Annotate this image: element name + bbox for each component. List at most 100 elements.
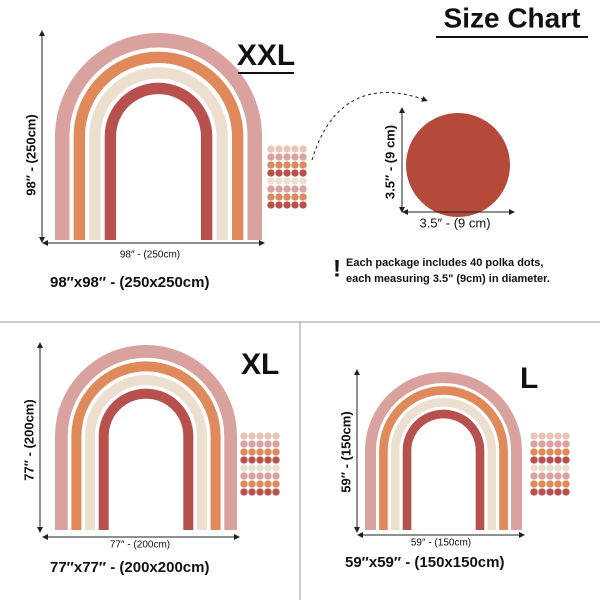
polka-dot-sample [240,448,248,456]
polka-dot-sample [562,464,570,472]
polka-dot-sample [299,177,307,185]
polka-dot-sample [538,472,546,480]
polka-dot-sample [562,480,570,488]
polka-dot-sample [546,448,554,456]
polka-dot-sample [267,145,275,153]
polka-dot-sample [538,456,546,464]
note-line: each measuring 3.5" (9cm) in diameter. [346,273,550,285]
polka-dot-sample [530,456,538,464]
polka-dot-sample [546,432,554,440]
polka-dot-sample [538,464,546,472]
polka-dot-sample [538,448,546,456]
polka-dot-sample [554,440,562,448]
polka-dot-sample [546,480,554,488]
artwork [55,32,570,530]
polka-dot-sample [283,185,291,193]
note-mark: ! [333,255,341,282]
polka-dot-sample [554,464,562,472]
polka-dot-sample [275,185,283,193]
polka-dot-sample [554,480,562,488]
polka-dot-sample [299,193,307,201]
polka-dot-sample [554,456,562,464]
polka-dot-sample [264,440,272,448]
polka-dot-sample [272,488,280,496]
dimensions: 77″x77″ - (200x200cm) [50,559,209,576]
polka-dot-sample [248,432,256,440]
polka-dot-sample [275,201,283,209]
polka-dot-sample [256,480,264,488]
polka-dot-sample [546,464,554,472]
polka-dot-sample [256,464,264,472]
polka-dot-sample [283,153,291,161]
polka-dot-sample [538,440,546,448]
polka-dot-sample [275,161,283,169]
polka-dot-sample [272,440,280,448]
polka-dot-sample [240,472,248,480]
polka-dot-sample [538,488,546,496]
polka-dot-sample [538,432,546,440]
polka-dot-sample [291,161,299,169]
polka-dot-sample [291,169,299,177]
width-label: 98″ - (250cm) [120,250,180,261]
polka-dot-sample [546,456,554,464]
polka-dot-sample [272,432,280,440]
polka-dot-sample [272,456,280,464]
polka-dot-sample [530,480,538,488]
height-label: 77″ - (200cm) [21,399,36,480]
polka-dot-sample [256,448,264,456]
polka-dot-sample [530,432,538,440]
polka-dot-sample [240,480,248,488]
polka-dot-sample [256,488,264,496]
polka-dot-sample [240,432,248,440]
polka-dot-sample [240,464,248,472]
dot-height-label: 3.5″ - (9 cm) [382,125,397,199]
height-label: 59″ - (150cm) [338,411,353,492]
polka-dot-sample [299,185,307,193]
polka-dot-sample [546,472,554,480]
polka-dot-sample [240,440,248,448]
polka-dot-sample [264,472,272,480]
polka-dot-sample [267,161,275,169]
polka-dot-sample [554,488,562,496]
polka-dot-sample [248,448,256,456]
rainbow-band [108,398,184,530]
polka-dot-sample [264,464,272,472]
polka-dot-sample [562,432,570,440]
polka-dot-sample [562,448,570,456]
polka-dot-sample [299,169,307,177]
polka-dot-sample [291,153,299,161]
rainbow-band [411,418,476,530]
polka-dot-sample [530,472,538,480]
polka-dot-sample [562,440,570,448]
polka-dot-sample [299,161,307,169]
polka-dot-sample [291,177,299,185]
polka-dot-sample [554,472,562,480]
note-line: Each package includes 40 polka dots, [346,257,543,269]
size-label: L [520,362,538,395]
polka-dot-sample [530,448,538,456]
width-label: 59″ - (150cm) [411,538,471,549]
polka-dot-sample [248,456,256,464]
polka-dot-sample [283,177,291,185]
polka-dot-sample [530,440,538,448]
polka-dot-sample [248,440,256,448]
polka-dot-sample [275,193,283,201]
polka-dot-sample [546,488,554,496]
polka-dot-sample [299,153,307,161]
polka-dot-sample [562,472,570,480]
polka-dot-sample [291,193,299,201]
polka-dot-sample [267,153,275,161]
polka-dot-sample [275,153,283,161]
dimensions: 59″x59″ - (150x150cm) [345,554,504,571]
polka-dot-sample [283,145,291,153]
polka-dot-sample [275,177,283,185]
polka-dot-sample [530,464,538,472]
polka-dot-sample [283,201,291,209]
polka-dot-sample [264,456,272,464]
polka-dot-sample [554,448,562,456]
polka-dot-sample [275,169,283,177]
polka-dot-sample [248,480,256,488]
width-label: 77″ - (200cm) [110,540,170,551]
size-label: XL [241,348,279,381]
height-label: 98″ - (250cm) [23,114,38,195]
